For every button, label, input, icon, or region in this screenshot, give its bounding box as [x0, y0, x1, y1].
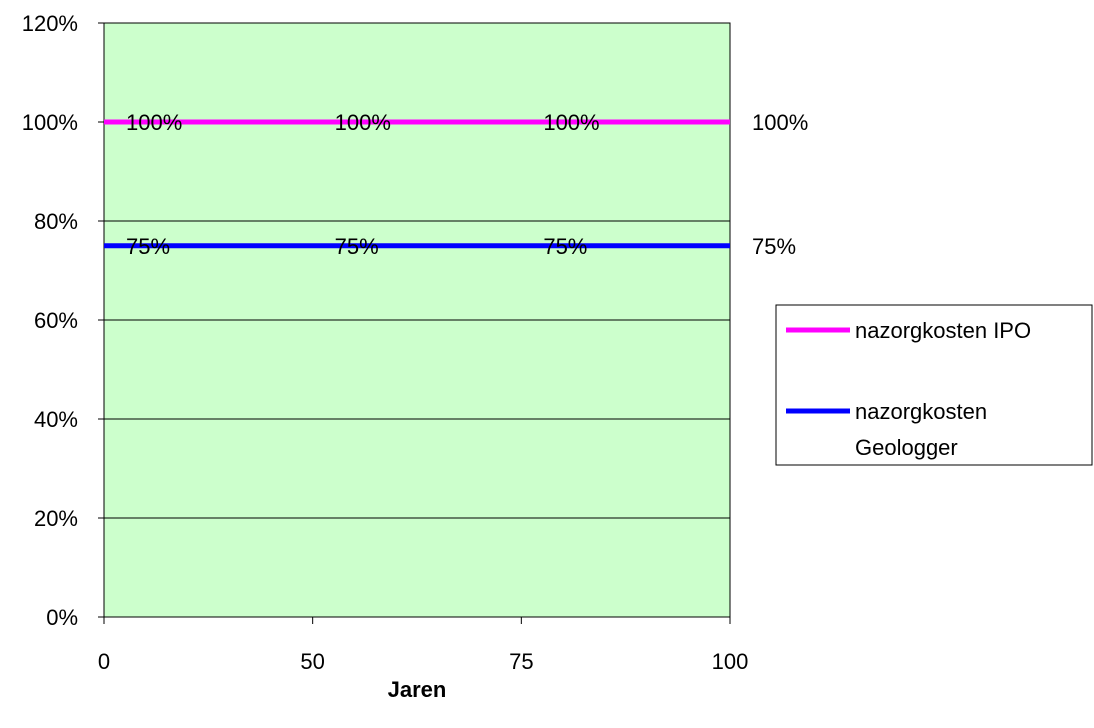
- data-label: 100%: [335, 110, 391, 135]
- y-tick-label: 80%: [34, 209, 78, 234]
- data-label: 75%: [335, 234, 379, 259]
- data-label: 100%: [752, 110, 808, 135]
- x-tick-label: 50: [300, 649, 324, 674]
- y-tick-label: 60%: [34, 308, 78, 333]
- data-label: 75%: [543, 234, 587, 259]
- axes: [98, 22, 731, 624]
- y-tick-label: 100%: [22, 110, 78, 135]
- data-label: 100%: [126, 110, 182, 135]
- data-label: 100%: [543, 110, 599, 135]
- y-tick-labels: 0% 20% 40% 60% 80% 100% 120%: [22, 11, 78, 630]
- x-tick-label: 100: [712, 649, 749, 674]
- x-tick-label: 75: [509, 649, 533, 674]
- data-label: 75%: [752, 234, 796, 259]
- legend-label-2: nazorgkosten Geologger: [855, 399, 987, 460]
- y-tick-label: 0%: [46, 605, 78, 630]
- x-tick-labels: 0 50 75 100: [98, 649, 748, 674]
- x-tick-label: 0: [98, 649, 110, 674]
- legend: nazorgkosten IPO nazorgkosten Geologger: [775, 304, 1093, 466]
- data-label: 75%: [126, 234, 170, 259]
- legend-label-1: nazorgkosten IPO: [855, 318, 1031, 343]
- y-tick-label: 40%: [34, 407, 78, 432]
- x-axis-title: Jaren: [388, 677, 447, 702]
- data-labels: 100% 100% 100% 100% 75% 75% 75% 75%: [126, 110, 808, 259]
- y-tick-label: 120%: [22, 11, 78, 36]
- series-lines: [104, 119, 730, 249]
- legend-items: nazorgkosten IPO nazorgkosten Geologger: [786, 318, 1031, 460]
- y-tick-label: 20%: [34, 506, 78, 531]
